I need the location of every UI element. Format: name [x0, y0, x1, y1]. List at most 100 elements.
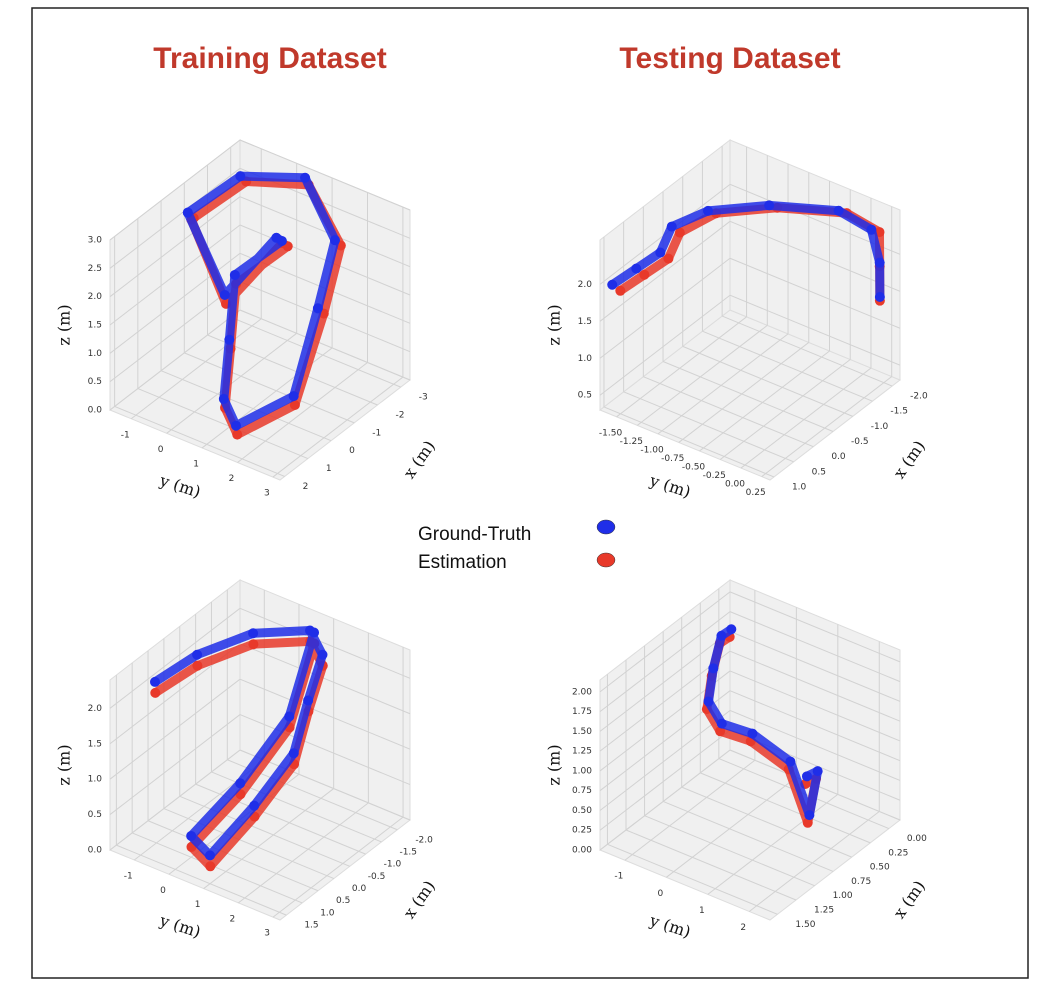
x-tick-label: 1.0: [792, 482, 807, 492]
z-tick-label: 1.5: [88, 321, 102, 331]
point: [284, 711, 295, 722]
grid-line: [699, 350, 830, 452]
trajectory: [703, 624, 823, 820]
x-tick-label: -1.0: [384, 860, 402, 870]
grid-line: [109, 309, 241, 411]
grid-line: [239, 309, 411, 381]
grid-line: [239, 714, 411, 786]
x-tick-label: 0.0: [831, 452, 846, 462]
z-tick-label: 0.5: [88, 377, 102, 387]
y-tick-label: 2: [230, 914, 236, 924]
y-tick-label: -0.50: [682, 462, 706, 472]
grid-line: [109, 678, 241, 780]
grid-line: [109, 139, 241, 241]
y-tick-label: 0: [160, 886, 166, 896]
point: [833, 205, 844, 216]
wall-pane: [729, 139, 901, 381]
point: [231, 420, 242, 431]
grid-line: [607, 843, 778, 915]
grid-line: [729, 257, 901, 329]
grid-line: [272, 816, 404, 918]
x-tick-label: 0.00: [907, 834, 927, 844]
grid-line: [599, 611, 731, 713]
z-tick-label: 2.5: [88, 264, 102, 274]
x-tick-label: 2: [303, 482, 309, 492]
plot-3d: -2.0-1.5-1.0-0.5 0.0 0.5 1.0 -1.50-1.25-1.00…: [545, 138, 929, 502]
grid-line: [599, 257, 731, 359]
point: [802, 817, 813, 828]
grid-line: [147, 820, 319, 892]
column-title: Testing Dataset: [619, 42, 840, 75]
grid-line: [237, 362, 368, 463]
grid-line: [239, 224, 411, 296]
z-tick-label: 0.0: [88, 406, 103, 416]
grid-line: [239, 643, 411, 715]
y-tick-label: 3: [264, 929, 270, 939]
point: [726, 624, 737, 635]
x-tick-label: -2: [396, 411, 405, 421]
x-tick-label: -2.0: [910, 392, 928, 402]
point: [801, 771, 812, 782]
grid-line: [624, 759, 756, 861]
point: [186, 830, 197, 841]
z-tick-label: 1.75: [572, 707, 592, 717]
z-tick-label: 0.75: [572, 786, 592, 796]
z-tick-label: 2.0: [88, 292, 103, 302]
point: [249, 800, 260, 811]
grid-line: [721, 315, 893, 387]
grid-line: [729, 710, 901, 781]
legend-label: Estimation: [418, 552, 507, 573]
point: [192, 660, 203, 671]
grid-line: [748, 811, 880, 912]
point: [674, 227, 685, 238]
point: [874, 291, 885, 302]
grid-line: [662, 361, 834, 432]
y-tick-label: 1: [193, 459, 199, 469]
grid-line: [662, 800, 834, 872]
z-tick-label: 3.0: [88, 236, 103, 246]
grid-line: [729, 650, 901, 722]
z-axis-label: z (m): [545, 304, 564, 345]
x-tick-label: -0.5: [851, 437, 869, 447]
z-tick-label: 1.25: [572, 747, 592, 757]
x-tick-label: 1.00: [833, 891, 853, 901]
point: [248, 628, 259, 639]
grid-line: [657, 333, 789, 435]
x-tick-label: 1: [326, 464, 332, 474]
point: [235, 778, 246, 789]
point: [182, 207, 193, 218]
grid-line: [625, 829, 797, 901]
grid-line: [729, 294, 901, 366]
grid-line: [643, 376, 814, 448]
z-tick-label: 2.0: [578, 280, 593, 290]
point: [229, 269, 240, 280]
y-tick-label: -0.25: [703, 471, 726, 481]
grid-line: [637, 324, 768, 426]
z-axis-label: z (m): [545, 744, 564, 785]
grid-line: [109, 281, 241, 383]
point: [289, 399, 300, 410]
plot-3d: -2.0-1.5-1.0-0.50.00.51.01.5-101230.00.5…: [55, 578, 439, 942]
grid-line: [239, 139, 411, 211]
x-tick-label: -2.0: [415, 835, 433, 845]
y-tick-label: 0.25: [746, 488, 766, 498]
x-tick-label: -1: [372, 428, 381, 438]
z-axis-label: z (m): [55, 744, 74, 785]
point: [232, 429, 243, 440]
grid-line: [179, 795, 350, 867]
z-tick-label: 1.0: [88, 349, 103, 359]
grid-line: [132, 832, 303, 904]
grid-line: [599, 650, 731, 752]
point: [708, 663, 719, 674]
grid-line: [116, 844, 287, 916]
y-tick-label: -1.50: [599, 428, 623, 438]
y-tick-label: 0: [158, 445, 164, 455]
y-tick-label: -1: [121, 430, 130, 440]
grid-line: [599, 710, 731, 811]
point: [607, 279, 618, 290]
legend: Ground-Truth Estimation: [418, 519, 616, 573]
point: [764, 200, 775, 211]
point: [639, 269, 650, 280]
point: [150, 687, 161, 698]
